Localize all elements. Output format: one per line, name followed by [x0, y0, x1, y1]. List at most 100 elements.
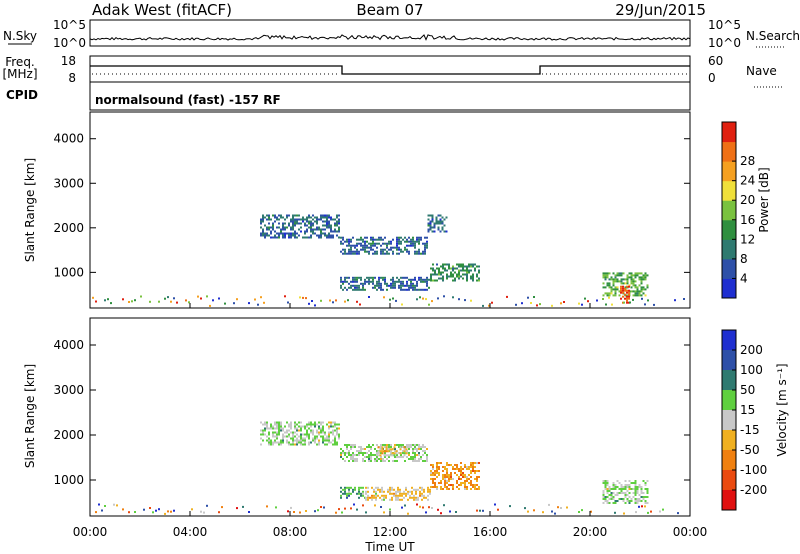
echo-cell	[290, 228, 292, 231]
echo-cell	[432, 480, 434, 482]
echo-cell	[372, 248, 374, 251]
echo-cell	[320, 506, 322, 508]
echo-cell	[466, 480, 468, 482]
echo-cell	[376, 452, 378, 454]
echo-cell	[218, 297, 220, 300]
echo-cell	[644, 272, 647, 275]
echo-cell	[338, 222, 340, 225]
echo-cell	[365, 496, 367, 499]
echo-cell	[417, 498, 419, 501]
echo-cell	[442, 271, 444, 274]
echo-cell	[432, 273, 434, 276]
echo-cell	[288, 222, 290, 225]
echo-cell	[405, 452, 408, 455]
echo-cell	[298, 214, 300, 217]
echo-cell	[364, 248, 366, 251]
echo-cell	[368, 278, 370, 281]
echo-cell	[616, 278, 619, 281]
echo-cell	[596, 299, 598, 302]
echo-cell	[374, 252, 376, 255]
echo-cell	[264, 429, 266, 432]
echo-cell	[350, 492, 352, 495]
echo-cell	[372, 238, 374, 241]
echo-cell	[360, 486, 362, 489]
echo-cell	[412, 282, 414, 285]
echo-cell	[143, 508, 145, 511]
echo-cell	[391, 452, 394, 455]
echo-cell	[344, 460, 346, 462]
echo-cell	[352, 444, 354, 446]
echo-cell	[368, 276, 370, 279]
echo-cell	[296, 437, 298, 440]
echo-cell	[602, 482, 605, 484]
echo-cell	[398, 240, 400, 243]
echo-cell	[420, 458, 422, 460]
echo-cell	[416, 288, 418, 291]
echo-cell	[342, 252, 344, 255]
echo-cell	[644, 276, 647, 279]
echo-cell	[466, 277, 468, 280]
echo-cell	[373, 490, 375, 493]
echo-cell	[348, 276, 350, 279]
echo-cell	[636, 288, 639, 291]
echo-cell	[634, 490, 637, 492]
echo-cell	[354, 280, 356, 283]
echo-cell	[336, 222, 338, 225]
echo-cell	[375, 490, 377, 493]
echo-cell	[328, 232, 330, 235]
echo-cell	[296, 236, 298, 239]
echo-cell	[272, 222, 274, 225]
echo-cell	[604, 278, 607, 281]
echo-cell	[270, 226, 272, 229]
echo-cell	[278, 226, 280, 229]
echo-cell	[422, 460, 424, 462]
echo-cell	[422, 444, 424, 446]
echo-cell	[292, 214, 294, 217]
echo-cell	[468, 478, 470, 480]
echo-cell	[383, 496, 385, 499]
echo-cell	[389, 454, 392, 457]
echo-cell	[419, 486, 421, 489]
echo-cell	[270, 439, 272, 442]
echo-cell	[310, 421, 312, 424]
echo-cell	[640, 272, 643, 275]
echo-cell	[316, 431, 318, 434]
echo-cell	[390, 450, 392, 452]
echo-cell	[292, 443, 294, 446]
station-title: Adak West (fitACF)	[92, 1, 232, 19]
noise-left-tick-bottom: 10^0	[53, 36, 86, 50]
echo-cell	[338, 220, 340, 223]
echo-cell	[342, 242, 344, 245]
echo-cell	[396, 456, 398, 458]
echo-cell	[316, 429, 318, 432]
echo-cell	[272, 441, 274, 444]
echo-cell	[458, 271, 460, 274]
echo-cell	[560, 302, 562, 305]
echo-cell	[557, 506, 559, 509]
echo-cell	[266, 232, 268, 235]
echo-cell	[393, 488, 395, 491]
echo-cell	[302, 433, 304, 436]
echo-cell	[578, 511, 580, 513]
echo-cell	[392, 250, 394, 253]
echo-cell	[418, 240, 420, 243]
echo-cell	[340, 242, 342, 245]
echo-cell	[302, 220, 304, 223]
echo-cell	[332, 431, 334, 434]
echo-cell	[278, 236, 280, 239]
cpid-panel: CPID normalsound (fast) -157 RF	[6, 81, 691, 111]
echo-cell	[612, 482, 615, 484]
echo-cell	[400, 456, 402, 458]
echo-cell	[425, 496, 427, 499]
echo-cell	[426, 288, 428, 291]
echo-cell	[638, 284, 641, 287]
echo-cell	[314, 435, 316, 438]
echo-cell	[308, 236, 310, 239]
echo-cell	[328, 433, 330, 436]
echo-cell	[375, 494, 377, 497]
echo-cell	[278, 423, 280, 426]
echo-cell	[636, 294, 639, 297]
echo-cell	[403, 454, 406, 457]
echo-cell	[340, 494, 342, 497]
echo-cell	[320, 431, 322, 434]
